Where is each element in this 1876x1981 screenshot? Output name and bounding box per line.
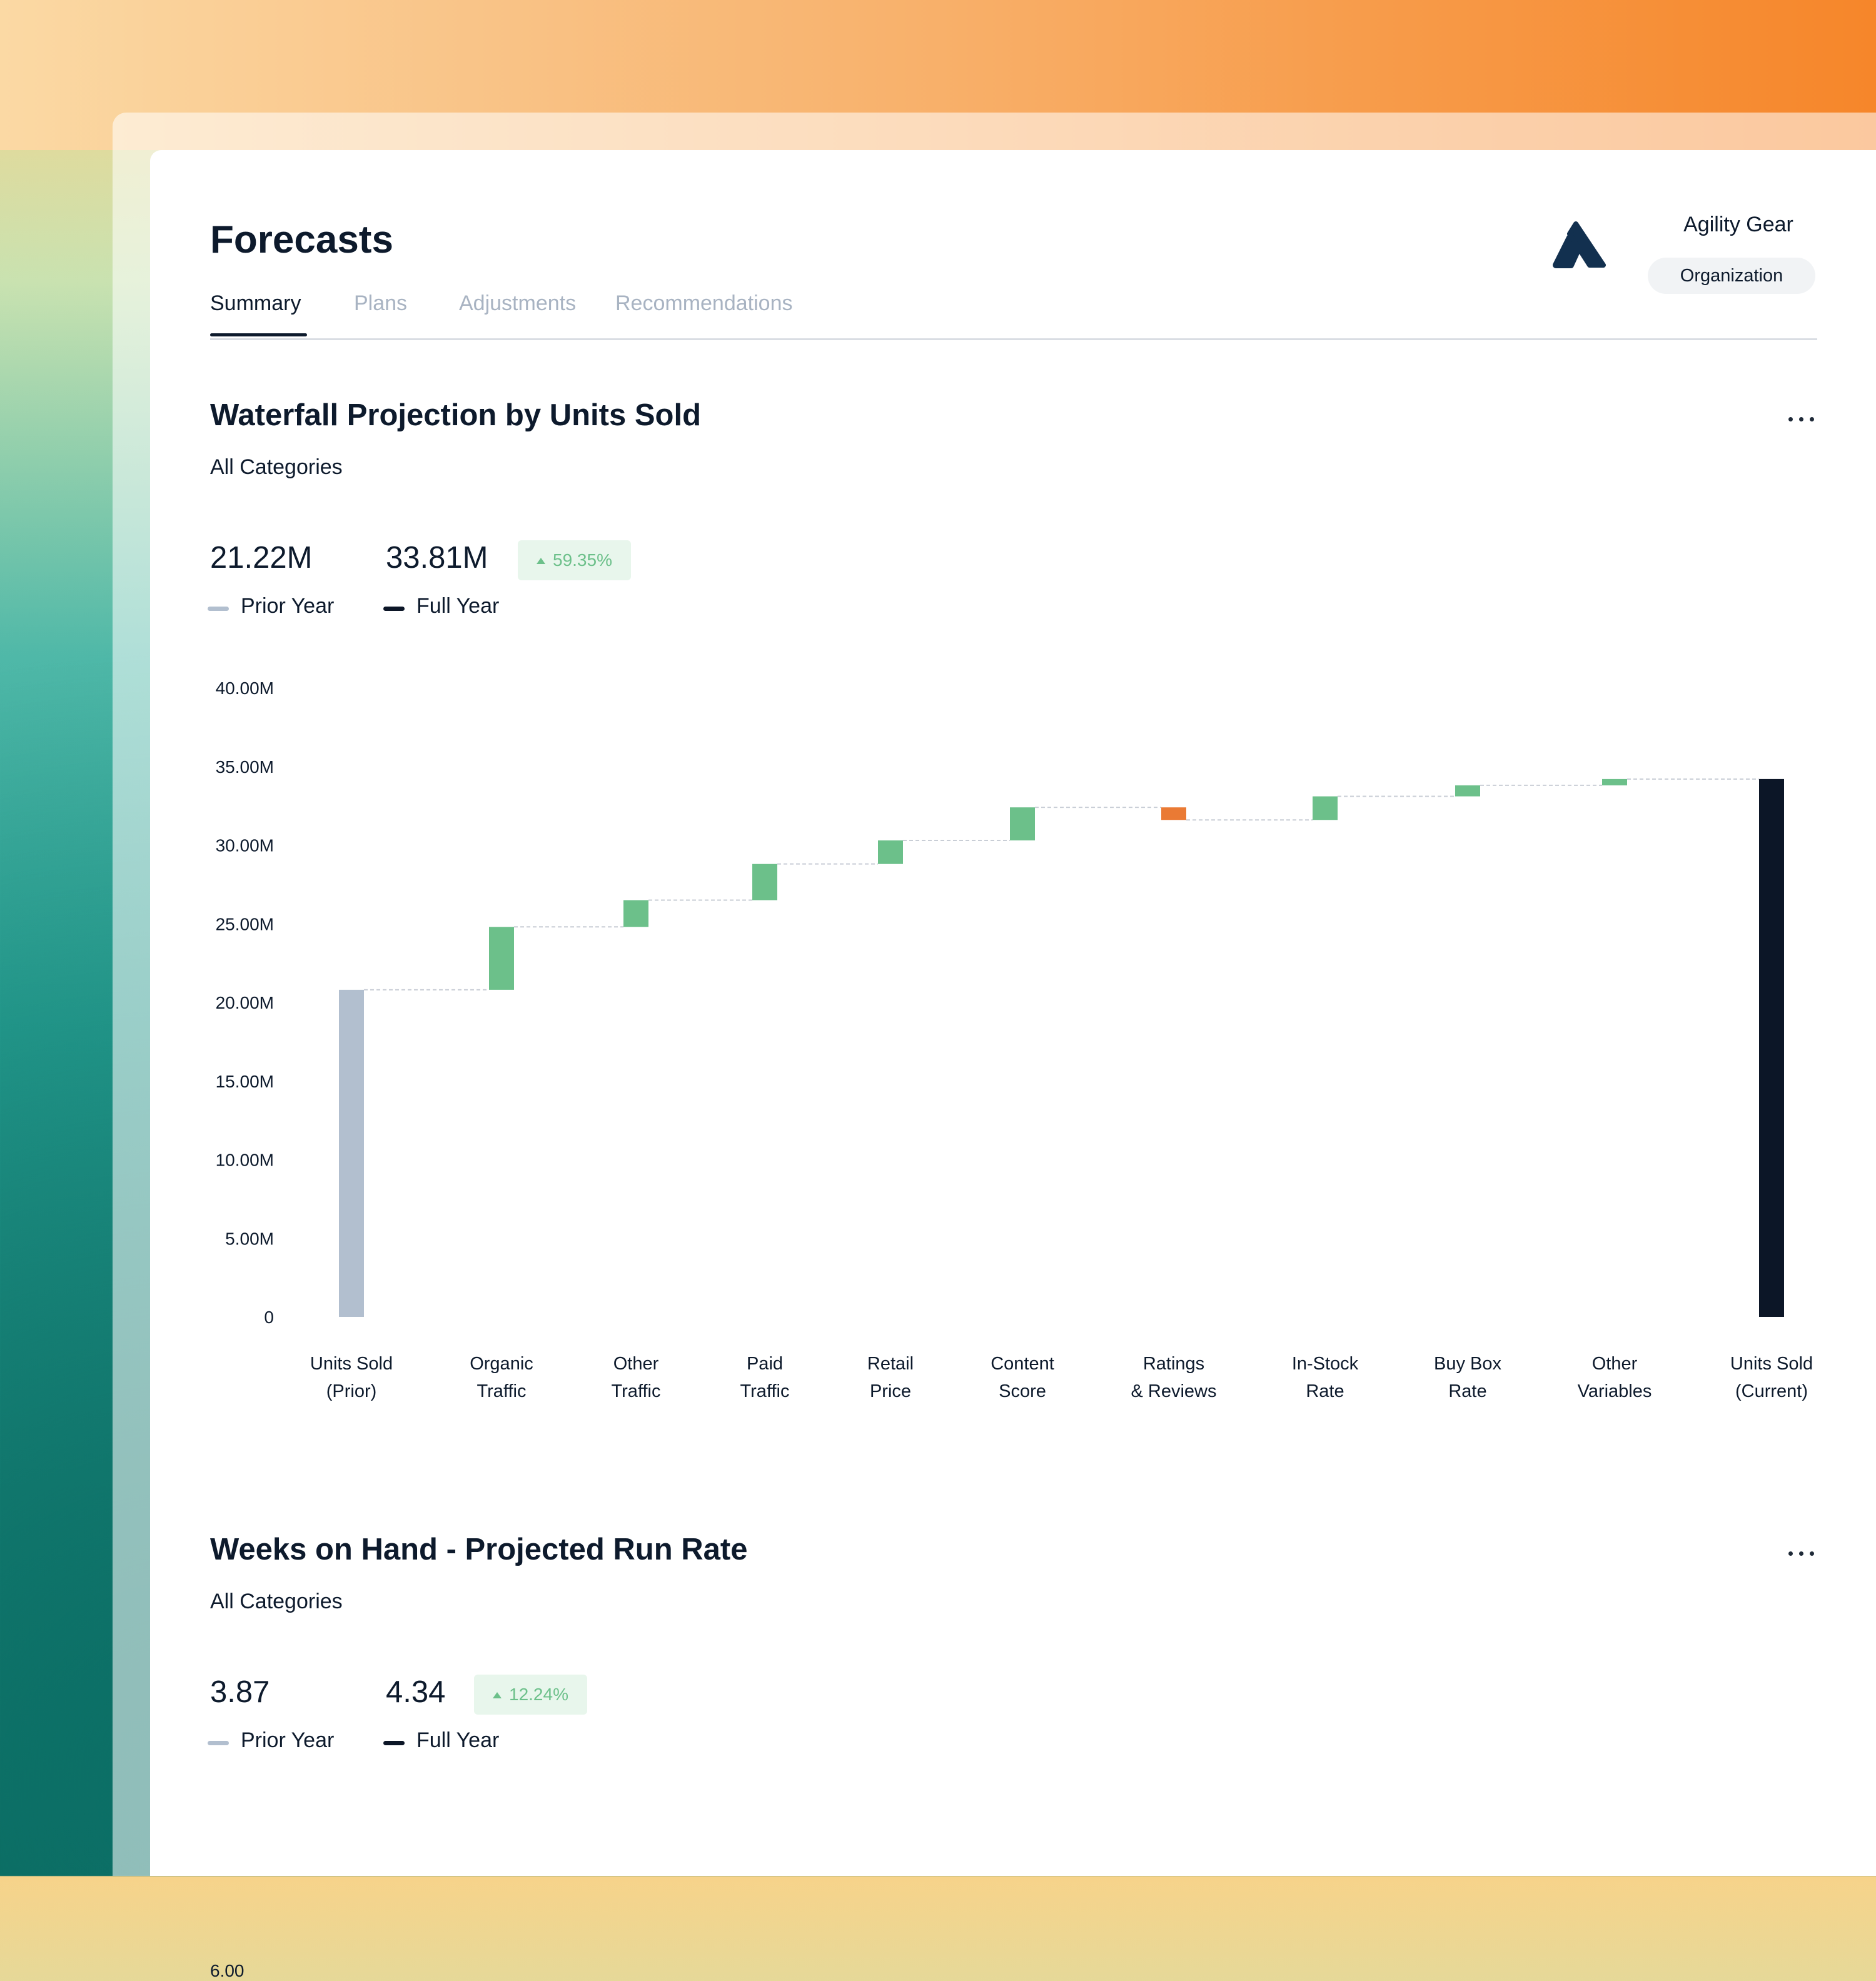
- legend-prior-label: Prior Year: [241, 594, 335, 618]
- x-category-label: Retail: [867, 1354, 914, 1374]
- x-category-label: Other: [613, 1354, 659, 1374]
- x-category-label: Traffic: [612, 1381, 661, 1401]
- y-tick-label: 20.00M: [216, 993, 274, 1012]
- trend-up-icon: [493, 1692, 502, 1698]
- weeks-y-tick-label: 6.00: [210, 1961, 245, 1980]
- weeks-change-value: 12.24%: [509, 1685, 568, 1704]
- agility-logo-icon: [1553, 221, 1606, 268]
- org-type-badge[interactable]: Organization: [1648, 258, 1815, 294]
- waterfall-bar[interactable]: [623, 900, 648, 927]
- waterfall-bar[interactable]: [489, 927, 514, 990]
- waterfall-change-value: 59.35%: [553, 550, 612, 570]
- waterfall-more-menu-icon[interactable]: [1776, 406, 1826, 431]
- legend-prior-line-icon: [208, 607, 229, 611]
- x-category-label: Score: [999, 1381, 1046, 1401]
- weeks-legend-prior-label: Prior Year: [241, 1728, 335, 1752]
- weeks-more-menu-icon[interactable]: [1776, 1541, 1826, 1566]
- x-category-label: Ratings: [1143, 1354, 1204, 1374]
- x-category-label: Traffic: [477, 1381, 527, 1401]
- tab-recommendations[interactable]: Recommendations: [615, 291, 793, 315]
- weeks-change-badge: 12.24%: [474, 1675, 587, 1715]
- tab-adjustments[interactable]: Adjustments: [459, 291, 577, 315]
- y-tick-label: 30.00M: [216, 836, 274, 855]
- waterfall-bar[interactable]: [1010, 807, 1035, 840]
- waterfall-bar[interactable]: [1602, 779, 1627, 785]
- waterfall-bar[interactable]: [339, 989, 364, 1317]
- y-tick-label: 40.00M: [216, 678, 274, 698]
- x-category-label: Other: [1592, 1354, 1638, 1374]
- waterfall-prior-value: 21.22M: [210, 541, 313, 575]
- waterfall-bar[interactable]: [1455, 785, 1480, 797]
- x-category-label: Price: [870, 1381, 911, 1401]
- x-category-label: Paid: [747, 1354, 783, 1374]
- x-category-label: Units Sold: [310, 1354, 393, 1374]
- x-category-label: Units Sold: [1730, 1354, 1813, 1374]
- waterfall-section-subtitle: All Categories: [210, 455, 343, 479]
- weeks-section-subtitle: All Categories: [210, 1590, 343, 1613]
- x-category-label: Traffic: [740, 1381, 790, 1401]
- weeks-section-title: Weeks on Hand - Projected Run Rate: [210, 1533, 748, 1566]
- tab-summary[interactable]: Summary: [210, 291, 301, 315]
- x-category-label: In-Stock: [1292, 1354, 1359, 1374]
- x-category-label: Organic: [470, 1354, 533, 1374]
- waterfall-bar[interactable]: [752, 864, 777, 900]
- weeks-full-value: 4.34: [386, 1675, 446, 1709]
- waterfall-bar[interactable]: [1313, 796, 1338, 820]
- x-category-label: Variables: [1578, 1381, 1652, 1401]
- x-category-label: Rate: [1448, 1381, 1486, 1401]
- waterfall-bar[interactable]: [878, 840, 903, 864]
- waterfall-full-value: 33.81M: [386, 541, 488, 575]
- trend-up-icon: [537, 558, 545, 564]
- x-category-label: & Reviews: [1131, 1381, 1217, 1401]
- waterfall-bar[interactable]: [1161, 807, 1186, 820]
- y-tick-label: 10.00M: [216, 1151, 274, 1170]
- legend-prior-line-icon: [208, 1741, 229, 1745]
- y-tick-label: 15.00M: [216, 1072, 274, 1091]
- waterfall-bar[interactable]: [1759, 779, 1784, 1317]
- x-category-label: Rate: [1306, 1381, 1344, 1401]
- legend-full-line-icon: [383, 1741, 405, 1745]
- legend-full-line-icon: [383, 607, 405, 611]
- weeks-legend-full-label: Full Year: [416, 1728, 500, 1752]
- waterfall-section-title: Waterfall Projection by Units Sold: [210, 398, 702, 432]
- x-category-label: (Prior): [326, 1381, 377, 1401]
- x-category-label: (Current): [1735, 1381, 1808, 1401]
- forecasts-card: Forecasts Summary Plans Adjustments Reco…: [150, 150, 1876, 1980]
- org-name: Agility Gear: [1683, 213, 1793, 236]
- x-category-label: Buy Box: [1434, 1354, 1501, 1374]
- active-tab-indicator: [210, 333, 307, 336]
- tab-plans[interactable]: Plans: [354, 291, 408, 315]
- y-tick-label: 35.00M: [216, 757, 274, 777]
- weeks-prior-value: 3.87: [210, 1675, 270, 1709]
- y-tick-label: 0: [264, 1308, 274, 1327]
- waterfall-change-badge: 59.35%: [518, 540, 631, 580]
- waterfall-chart: 0 5.00M 10.00M 15.00M 20.00M 25.00M 30.00M 35.0…: [216, 678, 1813, 1401]
- legend-full-label: Full Year: [416, 594, 500, 618]
- tab-bar: Summary Plans Adjustments Recommendation…: [210, 291, 1817, 340]
- page-title: Forecasts: [210, 218, 393, 261]
- y-tick-label: 25.00M: [216, 914, 274, 934]
- x-category-label: Content: [991, 1354, 1054, 1374]
- y-tick-label: 5.00M: [225, 1229, 274, 1248]
